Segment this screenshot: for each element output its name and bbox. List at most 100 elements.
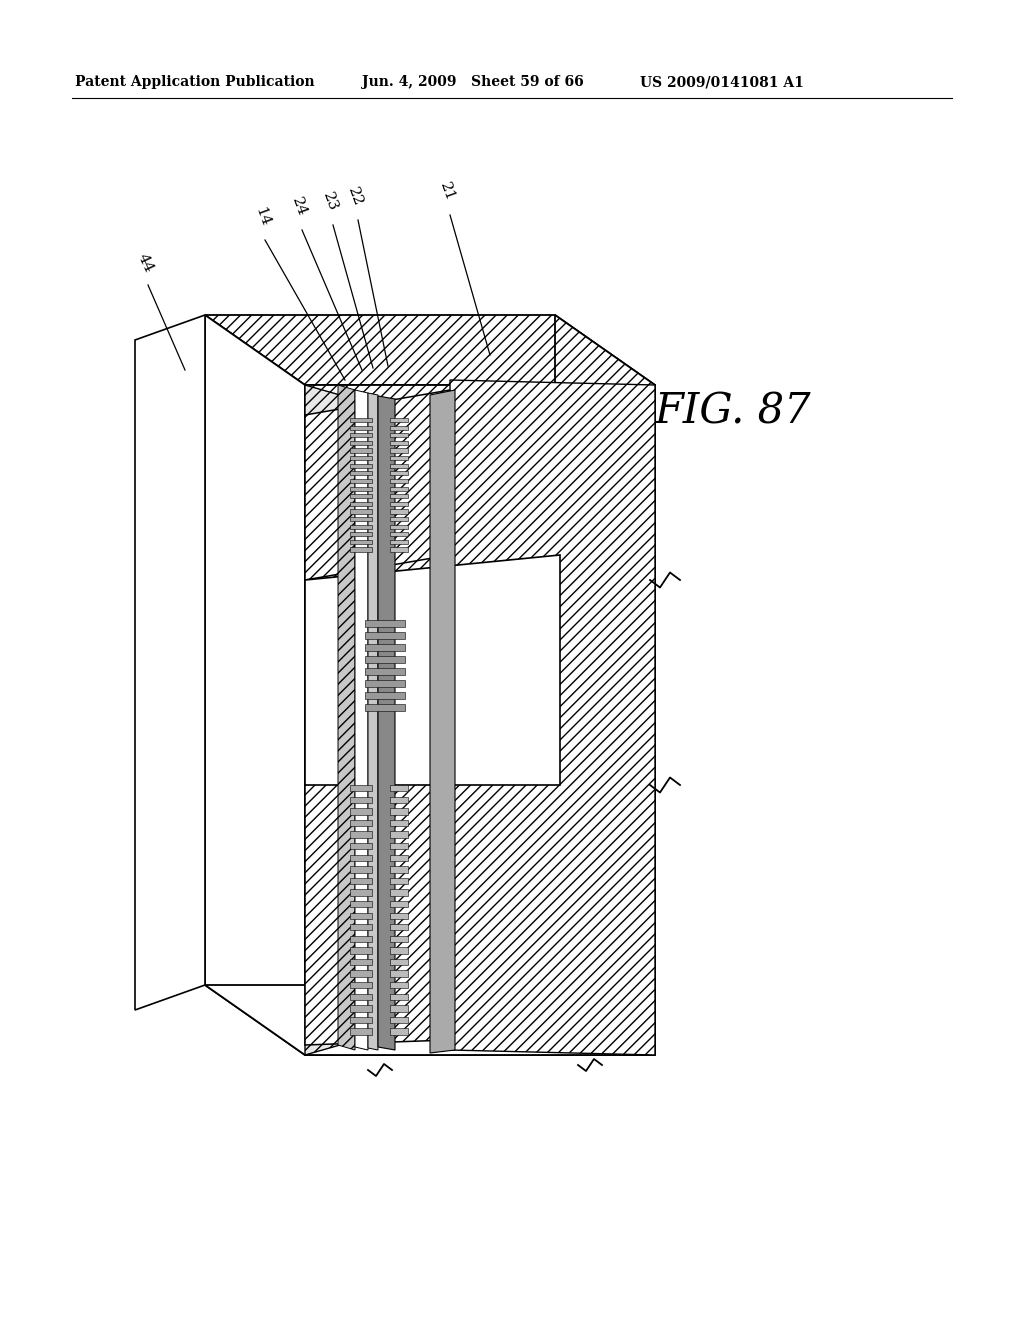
Polygon shape	[390, 843, 408, 849]
Polygon shape	[365, 620, 406, 627]
Polygon shape	[350, 832, 372, 838]
Polygon shape	[390, 455, 408, 461]
Polygon shape	[390, 471, 408, 475]
Polygon shape	[390, 502, 408, 506]
Polygon shape	[390, 510, 408, 513]
Polygon shape	[350, 958, 372, 965]
Text: 44: 44	[134, 251, 156, 275]
Polygon shape	[390, 912, 408, 919]
Polygon shape	[555, 315, 655, 1055]
Polygon shape	[390, 487, 408, 491]
Polygon shape	[390, 832, 408, 838]
Polygon shape	[390, 994, 408, 1001]
Polygon shape	[305, 389, 450, 579]
Polygon shape	[350, 487, 372, 491]
Text: 23: 23	[321, 190, 340, 213]
Polygon shape	[350, 471, 372, 475]
Polygon shape	[390, 890, 408, 896]
Polygon shape	[350, 502, 372, 506]
Polygon shape	[390, 924, 408, 931]
Text: Patent Application Publication: Patent Application Publication	[75, 75, 314, 88]
Polygon shape	[350, 808, 372, 814]
Polygon shape	[350, 433, 372, 437]
Polygon shape	[390, 540, 408, 544]
Text: 21: 21	[437, 180, 457, 203]
Polygon shape	[350, 449, 372, 453]
Polygon shape	[350, 1016, 372, 1023]
Polygon shape	[350, 494, 372, 498]
Polygon shape	[390, 958, 408, 965]
Polygon shape	[355, 389, 368, 1049]
Polygon shape	[390, 796, 408, 803]
Polygon shape	[390, 854, 408, 861]
Polygon shape	[390, 1028, 408, 1035]
Polygon shape	[305, 554, 560, 785]
Polygon shape	[390, 948, 408, 953]
Polygon shape	[350, 902, 372, 907]
Polygon shape	[350, 878, 372, 884]
Polygon shape	[450, 380, 655, 1055]
Text: 14: 14	[252, 205, 272, 228]
Polygon shape	[390, 970, 408, 977]
Polygon shape	[390, 433, 408, 437]
Polygon shape	[350, 890, 372, 896]
Polygon shape	[365, 704, 406, 711]
Polygon shape	[350, 532, 372, 536]
Polygon shape	[365, 644, 406, 651]
Polygon shape	[390, 785, 408, 792]
Polygon shape	[205, 315, 305, 1055]
Text: 22: 22	[345, 185, 365, 209]
Polygon shape	[390, 1006, 408, 1011]
Polygon shape	[350, 463, 372, 467]
Text: Jun. 4, 2009   Sheet 59 of 66: Jun. 4, 2009 Sheet 59 of 66	[362, 75, 584, 88]
Polygon shape	[350, 982, 372, 989]
Polygon shape	[350, 936, 372, 942]
Polygon shape	[365, 680, 406, 686]
Polygon shape	[378, 396, 395, 1049]
Polygon shape	[365, 668, 406, 675]
Polygon shape	[350, 418, 372, 422]
Polygon shape	[350, 425, 372, 430]
Text: 24: 24	[289, 195, 309, 218]
Polygon shape	[350, 785, 372, 792]
Polygon shape	[350, 912, 372, 919]
Polygon shape	[390, 866, 408, 873]
Polygon shape	[390, 524, 408, 529]
Polygon shape	[350, 441, 372, 445]
Polygon shape	[350, 1028, 372, 1035]
Polygon shape	[390, 532, 408, 536]
Polygon shape	[350, 820, 372, 826]
Polygon shape	[365, 692, 406, 700]
Polygon shape	[350, 517, 372, 521]
Polygon shape	[350, 970, 372, 977]
Polygon shape	[135, 315, 205, 1010]
Polygon shape	[350, 843, 372, 849]
Polygon shape	[365, 632, 406, 639]
Polygon shape	[350, 548, 372, 552]
Polygon shape	[390, 1016, 408, 1023]
Polygon shape	[390, 820, 408, 826]
Text: FIG. 87: FIG. 87	[655, 389, 812, 432]
Polygon shape	[350, 540, 372, 544]
Polygon shape	[350, 1006, 372, 1011]
Polygon shape	[390, 936, 408, 942]
Polygon shape	[338, 385, 355, 1049]
Polygon shape	[390, 425, 408, 430]
Polygon shape	[390, 902, 408, 907]
Polygon shape	[390, 878, 408, 884]
Polygon shape	[350, 866, 372, 873]
Polygon shape	[390, 548, 408, 552]
Polygon shape	[350, 948, 372, 953]
Polygon shape	[390, 479, 408, 483]
Polygon shape	[350, 455, 372, 461]
Polygon shape	[390, 463, 408, 467]
Polygon shape	[390, 494, 408, 498]
Polygon shape	[350, 796, 372, 803]
Polygon shape	[390, 418, 408, 422]
Polygon shape	[205, 985, 655, 1055]
Polygon shape	[365, 656, 406, 663]
Text: US 2009/0141081 A1: US 2009/0141081 A1	[640, 75, 804, 88]
Polygon shape	[390, 517, 408, 521]
Polygon shape	[350, 994, 372, 1001]
Polygon shape	[390, 449, 408, 453]
